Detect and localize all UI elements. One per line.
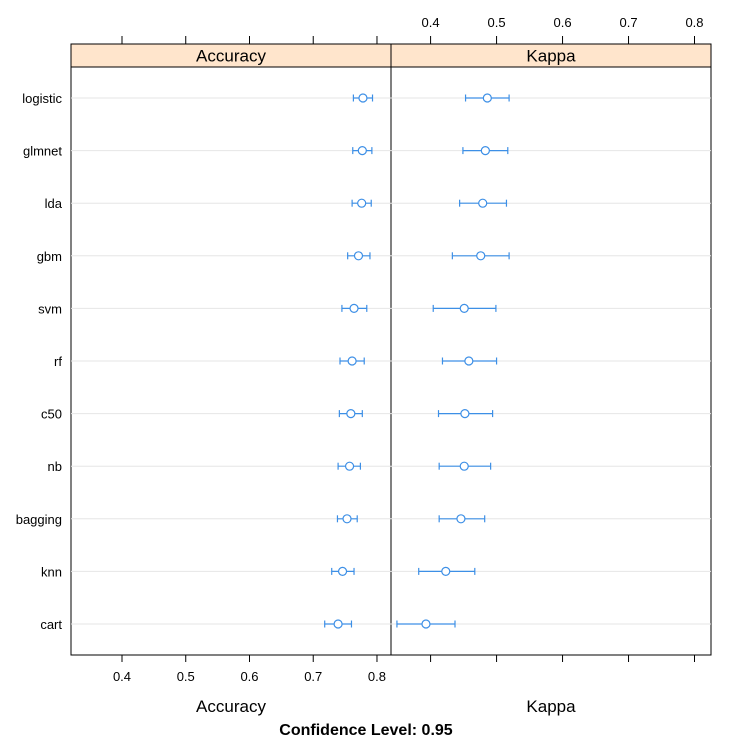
point-accuracy-svm xyxy=(349,303,359,313)
point-kappa-rf xyxy=(464,356,474,366)
category-label: c50 xyxy=(41,407,62,422)
tick-label-accuracy: 0.8 xyxy=(368,669,386,684)
category-label: lda xyxy=(45,196,63,211)
point-accuracy-gbm xyxy=(353,251,364,261)
point-accuracy-nb xyxy=(344,461,355,471)
category-label: gbm xyxy=(37,249,62,264)
axes: 0.4 0.5 0.6 0.7 0.8 0.4 0.5 0.6 0.7 0.8 xyxy=(113,15,704,684)
point-kappa-svm xyxy=(459,303,469,313)
category-label: rf xyxy=(54,354,62,369)
point-accuracy-cart xyxy=(333,619,343,629)
x-axis-label-accuracy: Accuracy xyxy=(196,697,266,716)
tick-label-kappa: 0.4 xyxy=(422,15,440,30)
category-label: nb xyxy=(48,459,62,474)
point-kappa-glmnet xyxy=(480,146,490,156)
point-accuracy-logistic xyxy=(358,93,368,103)
tick-label-kappa: 0.5 xyxy=(488,15,506,30)
tick-label-kappa: 0.7 xyxy=(619,15,637,30)
tick-label-accuracy: 0.7 xyxy=(304,669,322,684)
x-axis-label-kappa: Kappa xyxy=(526,697,576,716)
category-label: logistic xyxy=(22,91,62,106)
point-accuracy-knn xyxy=(337,566,348,577)
tick-label-accuracy: 0.5 xyxy=(177,669,195,684)
point-accuracy-glmnet xyxy=(357,146,367,156)
point-kappa-logistic xyxy=(482,93,492,103)
point-kappa-nb xyxy=(459,461,469,471)
panel-kappa-title: Kappa xyxy=(526,47,576,66)
point-kappa-gbm xyxy=(476,251,486,261)
point-accuracy-rf xyxy=(347,356,357,366)
data-marks xyxy=(324,93,510,629)
footer-confidence-level: Confidence Level: 0.95 xyxy=(279,722,452,739)
panel-accuracy: Accuracy xyxy=(70,43,392,656)
tick-label-kappa: 0.6 xyxy=(554,15,572,30)
point-kappa-knn xyxy=(441,566,451,577)
category-label: glmnet xyxy=(23,144,62,159)
point-kappa-lda xyxy=(478,198,488,208)
category-labels: logistic glmnet lda gbm svm rf c50 nb bagging knn… xyxy=(16,91,63,632)
point-accuracy-lda xyxy=(357,198,367,208)
tick-label-accuracy: 0.4 xyxy=(113,669,131,684)
gridlines xyxy=(71,97,711,625)
tick-label-kappa: 0.8 xyxy=(685,15,703,30)
point-accuracy-bagging xyxy=(342,514,352,524)
category-label: knn xyxy=(41,564,62,579)
tick-label-accuracy: 0.6 xyxy=(240,669,258,684)
panel-accuracy-title: Accuracy xyxy=(196,47,266,66)
category-label: bagging xyxy=(16,512,62,527)
panel-kappa: Kappa xyxy=(390,43,712,656)
point-accuracy-c50 xyxy=(346,409,356,419)
point-kappa-cart xyxy=(421,619,431,629)
category-label: svm xyxy=(38,301,62,316)
category-label: cart xyxy=(40,617,62,632)
point-kappa-bagging xyxy=(456,514,466,524)
point-kappa-c50 xyxy=(460,409,470,419)
